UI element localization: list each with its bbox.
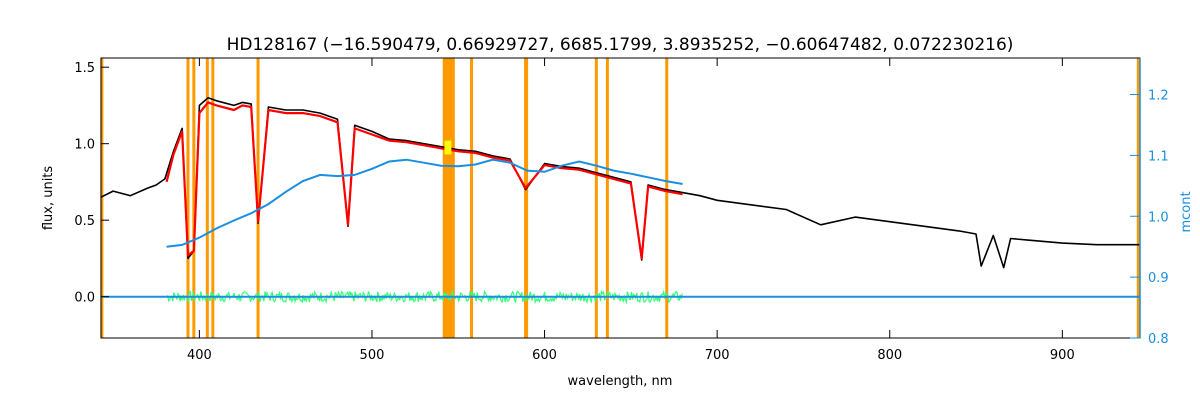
y-tick-label: 0.0 <box>74 291 95 306</box>
y2-tick-label: 0.8 <box>1148 332 1169 347</box>
x-tick-label: 800 <box>877 348 902 363</box>
x-tick-label: 600 <box>532 348 557 363</box>
mask-layer <box>100 58 1140 338</box>
y-tick-label: 0.5 <box>74 214 95 229</box>
x-tick-label: 700 <box>705 348 730 363</box>
model-series <box>165 101 683 260</box>
series-layer <box>100 97 1140 305</box>
observed-series <box>100 97 1140 269</box>
chart-title: HD128167 (−16.590479, 0.66929727, 6685.1… <box>227 35 1014 55</box>
y2-tick-label: 1.2 <box>1148 89 1169 104</box>
x-tick-label: 900 <box>1050 348 1075 363</box>
x-tick-label: 400 <box>187 348 212 363</box>
y2-tick-label: 1.1 <box>1148 149 1169 164</box>
y2-tick-label: 1.0 <box>1148 210 1169 225</box>
right-axis-label: mcont <box>1179 191 1194 232</box>
y-tick-label: 1.0 <box>74 138 95 153</box>
x-tick-label: 500 <box>360 348 385 363</box>
highlight-marker <box>444 140 452 155</box>
x-axis-label: wavelength, nm <box>568 374 673 389</box>
masked-band <box>442 58 455 338</box>
y-tick-label: 1.5 <box>74 61 95 76</box>
y2-tick-label: 0.9 <box>1148 271 1169 286</box>
axes-layer: 400 500 600 700 800 900 0.0 0.5 1.0 1.5 0.8 0.9 1.0 1… <box>74 58 1169 363</box>
y-axis-label: flux, units <box>41 166 56 231</box>
continuum-series <box>166 158 683 248</box>
